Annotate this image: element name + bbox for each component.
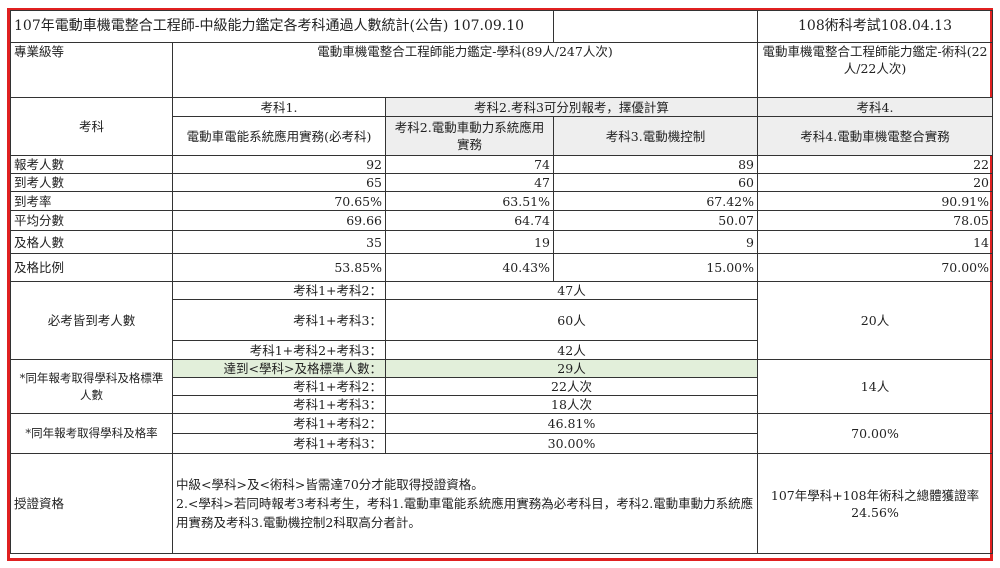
subject-1-name: 電動車電能系統應用實務(必考科) (172, 116, 386, 156)
stat-value: 40.43% (385, 253, 554, 282)
stat-label: 到考人數 (10, 173, 173, 192)
stat-row: 及格人數 35 19 9 14 (10, 230, 993, 254)
stat-value: 65 (172, 173, 386, 192)
stat-row: 到考率 70.65% 63.51% 67.42% 90.91% (10, 191, 993, 211)
stat-value: 22 (757, 155, 993, 174)
practical-exam-date: 108術科考試108.04.13 (757, 10, 993, 43)
stat-value: 69.66 (172, 210, 386, 231)
stat-label: 平均分數 (10, 210, 173, 231)
stat-value: 50.07 (553, 210, 758, 231)
stat-value: 74 (385, 155, 554, 174)
stat-value: 20 (757, 173, 993, 192)
stat-value: 70.65% (172, 191, 386, 211)
stat-value: 53.85% (172, 253, 386, 282)
passed-row-value: 18人次 (385, 395, 758, 414)
passed-row-value: 29人 (385, 359, 758, 378)
attended-row-value: 60人 (385, 299, 758, 341)
stat-row: 到考人數 65 47 60 20 (10, 173, 993, 192)
stat-label: 及格比例 (10, 253, 173, 282)
subjects-label: 考科 (10, 97, 173, 156)
empty-cell (553, 10, 758, 43)
attended-practical: 20人 (757, 281, 993, 360)
subject-group-2-3: 考科2.考科3可分別報考，擇優計算 (385, 97, 758, 117)
attended-row-label: 考科1+考科3： (172, 299, 386, 341)
stat-value: 14 (757, 230, 993, 254)
passed-row-label: 達到<學科>及格標準人數： (172, 359, 386, 378)
stat-value: 15.00% (553, 253, 758, 282)
stat-label: 及格人數 (10, 230, 173, 254)
stat-value: 35 (172, 230, 386, 254)
attended-label: 必考皆到考人數 (10, 281, 173, 360)
subject-2-name: 考科2.電動車動力系統應用實務 (385, 116, 554, 156)
certification-rule-2: 2.<學科>若同時報考3考科考生，考科1.電動車電能系統應用實務為必考科目，考科… (176, 496, 754, 530)
pass-rate-row-value: 46.81% (385, 413, 758, 434)
attended-row-label: 考科1+考科2： (172, 281, 386, 300)
subject-group-1: 考科1. (172, 97, 386, 117)
stat-value: 60 (553, 173, 758, 192)
stat-value: 90.91% (757, 191, 993, 211)
pass-rate-label: *同年報考取得學科及格率 (10, 413, 173, 454)
passed-practical: 14人 (757, 359, 993, 414)
subject-3-name: 考科3.電動機控制 (553, 116, 758, 156)
certification-rule-1: 中級<學科>及<術科>皆需達70分才能取得授證資格。 (176, 477, 484, 492)
subject-4-name: 考科4.電動車機電整合實務 (757, 116, 993, 156)
certification-label: 授證資格 (10, 453, 173, 554)
exam-statistics-table: 107年電動車機電整合工程師-中級能力鑑定各考科通過人數統計(公告) 107.0… (10, 10, 993, 554)
passed-label: *同年報考取得學科及格標準人數 (10, 359, 173, 414)
passed-row-label: 考科1+考科3： (172, 395, 386, 414)
stat-value: 67.42% (553, 191, 758, 211)
pass-rate-practical: 70.00% (757, 413, 993, 454)
stat-value: 70.00% (757, 253, 993, 282)
stat-value: 89 (553, 155, 758, 174)
table-title: 107年電動車機電整合工程師-中級能力鑑定各考科通過人數統計(公告) 107.0… (10, 10, 554, 43)
attended-row-label: 考科1+考科2+考科3： (172, 340, 386, 360)
pass-rate-row-label: 考科1+考科2： (172, 413, 386, 434)
attended-row-value: 47人 (385, 281, 758, 300)
stat-value: 78.05 (757, 210, 993, 231)
stat-value: 92 (172, 155, 386, 174)
stat-value: 47 (385, 173, 554, 192)
stat-value: 64.74 (385, 210, 554, 231)
pass-rate-row-label: 考科1+考科3： (172, 433, 386, 454)
attended-row-value: 42人 (385, 340, 758, 360)
level-label: 專業級等 (10, 42, 173, 98)
stat-label: 報考人數 (10, 155, 173, 174)
pass-rate-row-value: 30.00% (385, 433, 758, 454)
subject-group-4: 考科4. (757, 97, 993, 117)
academic-level-header: 電動車機電整合工程師能力鑑定-學科(89人/247人次) (172, 42, 758, 98)
passed-row-label: 考科1+考科2： (172, 377, 386, 396)
stat-value: 9 (553, 230, 758, 254)
stat-label: 到考率 (10, 191, 173, 211)
overall-rate-label: 107年學科+108年術科之總體獲證率 (770, 487, 980, 503)
stat-row: 及格比例 53.85% 40.43% 15.00% 70.00% (10, 253, 993, 282)
passed-row-value: 22人次 (385, 377, 758, 396)
practical-level-header: 電動車機電整合工程師能力鑑定-術科(22人/22人次) (757, 42, 993, 98)
stat-value: 19 (385, 230, 554, 254)
stat-value: 63.51% (385, 191, 554, 211)
stat-row: 報考人數 92 74 89 22 (10, 155, 993, 174)
overall-rate-value: 24.56% (851, 504, 899, 520)
stat-row: 平均分數 69.66 64.74 50.07 78.05 (10, 210, 993, 231)
